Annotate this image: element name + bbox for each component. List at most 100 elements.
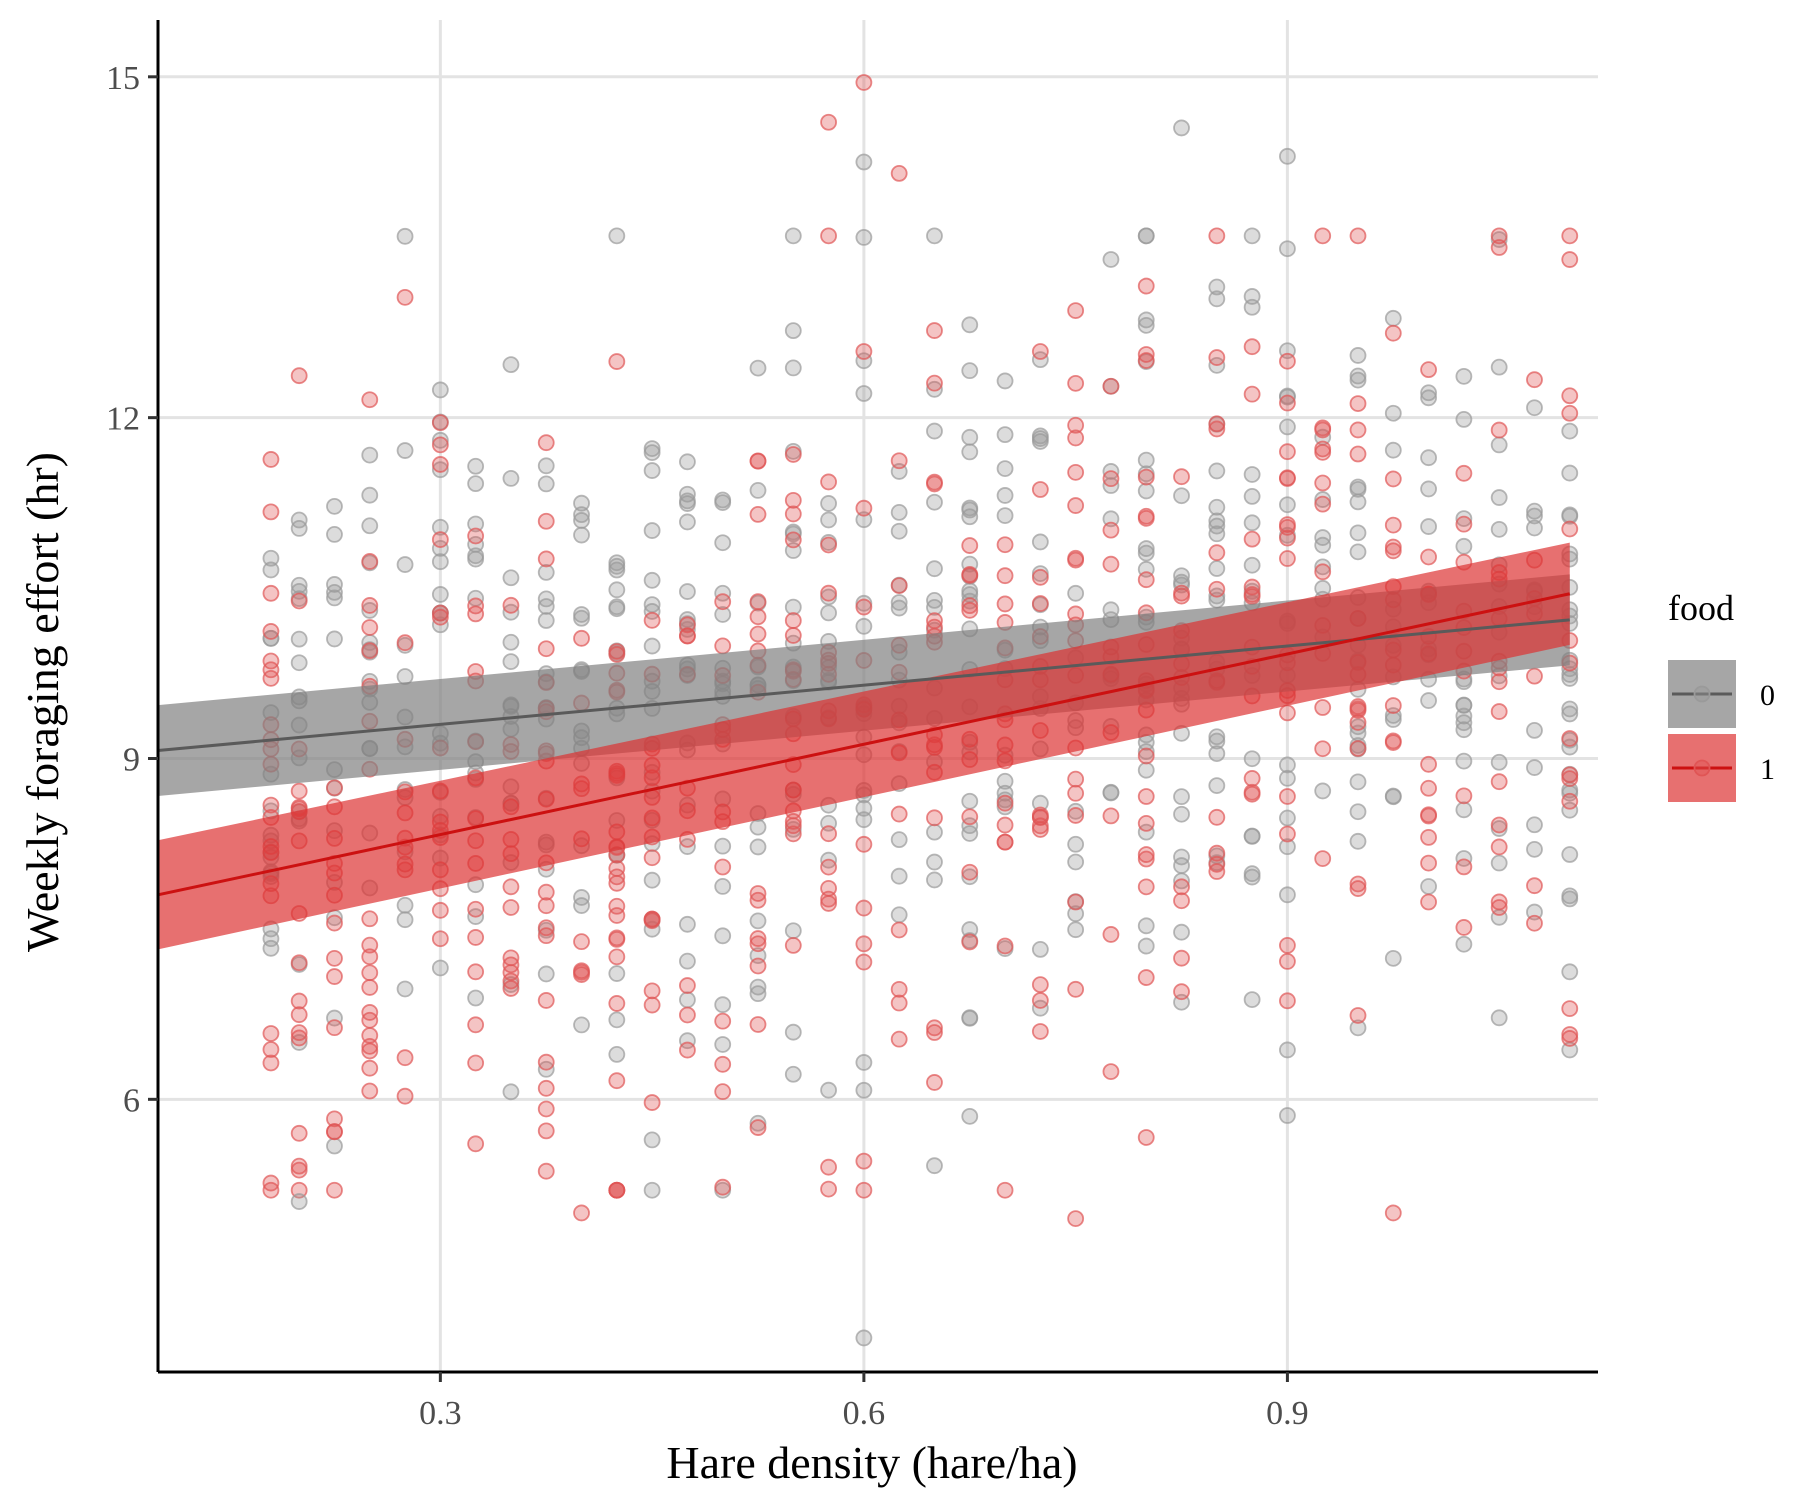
data-point-food-1 [1243, 578, 1261, 596]
data-point-food-1 [679, 1041, 696, 1059]
fit-lines [157, 592, 1571, 897]
data-point-food-0 [643, 1131, 661, 1149]
data-point-food-1 [1314, 495, 1332, 513]
data-point-food-1 [714, 858, 732, 876]
data-point-food-1 [926, 473, 943, 491]
data-point-food-0 [926, 598, 943, 616]
data-point-food-1 [361, 619, 379, 636]
data-point-food-1 [749, 593, 767, 611]
data-point-food-0 [926, 380, 943, 398]
data-point-food-0 [1490, 1009, 1508, 1027]
data-point-food-1 [855, 1181, 873, 1199]
data-point-food-1 [1490, 838, 1508, 856]
data-point-food-0 [1031, 940, 1049, 958]
data-point-food-1 [1561, 792, 1579, 810]
data-point-food-1 [1526, 371, 1543, 389]
data-point-food-0 [1173, 788, 1190, 806]
data-point-food-0 [1208, 498, 1226, 516]
data-point-food-1 [784, 825, 802, 843]
data-point-food-1 [855, 1152, 873, 1170]
data-point-food-1 [396, 288, 414, 306]
data-point-food-0 [961, 817, 979, 835]
data-point-food-0 [290, 630, 308, 648]
data-point-food-0 [1384, 309, 1402, 327]
data-point-food-0 [431, 586, 449, 603]
data-point-food-1 [1208, 415, 1226, 433]
data-point-food-1 [290, 954, 308, 972]
data-point-food-0 [1279, 418, 1296, 436]
data-point-food-0 [573, 494, 590, 512]
data-point-food-1 [820, 473, 837, 491]
data-point-food-1 [326, 1123, 343, 1140]
data-point-food-0 [537, 598, 555, 615]
data-point-food-1 [467, 963, 485, 981]
data-point-food-1 [1208, 420, 1226, 438]
data-point-food-1 [608, 860, 626, 877]
data-point-food-1 [396, 1087, 414, 1105]
data-point-food-1 [1490, 893, 1508, 911]
data-point-food-1 [502, 596, 520, 614]
data-point-food-1 [1137, 277, 1155, 295]
data-point-food-0 [1067, 584, 1085, 602]
data-point-food-0 [714, 837, 732, 855]
data-point-food-0 [643, 462, 661, 479]
data-point-food-0 [926, 422, 943, 440]
data-point-food-1 [926, 1019, 943, 1037]
data-point-food-0 [361, 602, 379, 619]
data-point-food-1 [1420, 779, 1437, 797]
data-point-food-1 [1561, 770, 1579, 788]
data-point-food-1 [431, 531, 449, 549]
legend-point-food-1 [1693, 759, 1711, 777]
data-point-food-0 [1208, 278, 1226, 296]
data-point-food-0 [996, 487, 1014, 504]
data-point-food-0 [262, 561, 280, 579]
data-point-food-1 [890, 805, 908, 823]
fit-line-food-1 [157, 592, 1571, 897]
data-point-food-1 [1279, 704, 1296, 722]
data-point-food-0 [996, 372, 1014, 390]
data-point-food-1 [926, 612, 943, 630]
data-point-food-0 [855, 1054, 873, 1071]
data-point-food-0 [855, 1329, 873, 1347]
data-point-food-1 [1279, 937, 1296, 954]
data-point-food-1 [1137, 352, 1155, 369]
data-point-food-0 [396, 442, 414, 459]
tick-labels: 0.3 0.6 0.9 6 9 12 15 [106, 60, 1309, 1432]
data-point-food-0 [1314, 536, 1332, 554]
data-point-food-0 [679, 611, 696, 628]
data-point-food-1 [431, 930, 449, 948]
data-point-food-1 [890, 1030, 908, 1048]
data-point-food-1 [679, 1006, 696, 1024]
data-point-food-1 [890, 452, 908, 470]
data-point-food-0 [467, 457, 485, 475]
data-point-food-0 [537, 965, 555, 983]
data-point-food-0 [961, 508, 979, 526]
data-point-food-1 [537, 1162, 555, 1180]
data-point-food-0 [502, 633, 520, 651]
data-point-food-1 [1208, 808, 1226, 826]
data-point-food-0 [1137, 544, 1155, 562]
data-point-food-1 [1455, 858, 1473, 876]
data-point-food-0 [1208, 462, 1226, 480]
data-point-food-0 [926, 493, 943, 511]
data-point-food-1 [1349, 880, 1367, 897]
data-point-food-1 [1208, 580, 1226, 598]
data-point-food-1 [262, 661, 280, 679]
data-point-food-1 [467, 1016, 485, 1034]
data-point-food-1 [1490, 703, 1508, 720]
data-point-food-1 [1526, 877, 1543, 895]
data-point-food-1 [749, 930, 767, 947]
data-point-food-1 [926, 1024, 943, 1041]
data-point-food-1 [1561, 1030, 1579, 1047]
data-point-food-0 [290, 654, 308, 672]
data-point-food-1 [749, 935, 767, 953]
data-point-food-0 [996, 426, 1014, 444]
data-point-food-1 [1349, 395, 1367, 412]
data-point-food-0 [431, 461, 449, 479]
data-point-food-1 [1067, 374, 1085, 392]
data-point-food-0 [996, 772, 1014, 790]
data-point-food-1 [996, 816, 1014, 834]
data-point-food-0 [1243, 865, 1261, 883]
data-point-food-0 [855, 511, 873, 529]
